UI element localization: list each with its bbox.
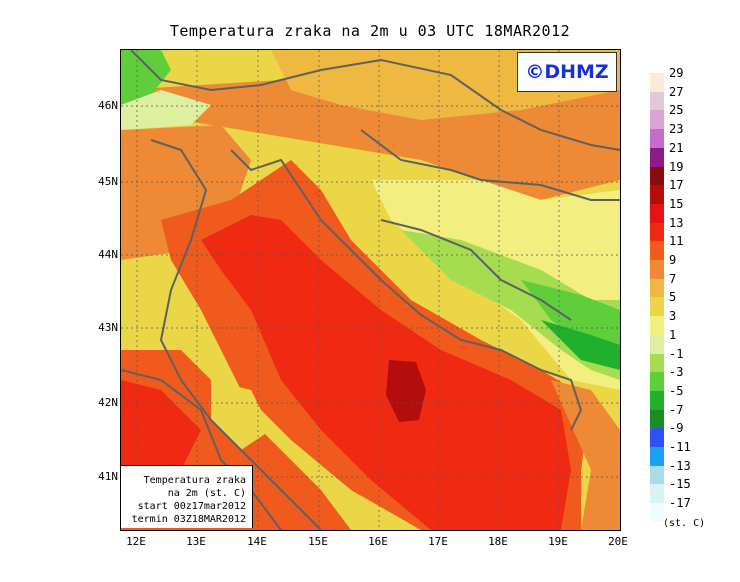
legend-swatch: [650, 110, 664, 130]
legend-swatch: [650, 297, 664, 317]
legend-swatch: [650, 372, 664, 392]
legend-label: 25: [669, 103, 684, 118]
temperature-map: [120, 49, 621, 531]
legend-swatch: [650, 147, 664, 167]
legend-label: 5: [669, 290, 677, 305]
legend-label: 15: [669, 196, 684, 211]
legend-swatch: [650, 353, 664, 373]
legend-swatch: [650, 129, 664, 149]
legend-label: 13: [669, 215, 684, 230]
legend-swatch: [650, 409, 664, 429]
legend-swatch: [650, 91, 664, 111]
field-tyrrhenian: [121, 380, 201, 470]
legend-label: 11: [669, 234, 684, 249]
lat-label-41n: 41N: [98, 470, 118, 483]
lon-label-12e: 12E: [126, 535, 146, 548]
legend-label: -9: [669, 421, 684, 436]
legend-unit: (st. C): [663, 518, 706, 529]
legend-label: -15: [669, 477, 691, 492]
graticule: [121, 50, 620, 530]
legend-swatch: [650, 334, 664, 354]
lon-label-15e: 15E: [308, 535, 328, 548]
legend-label: 19: [669, 159, 684, 174]
dhmz-watermark: ©DHMZ: [517, 52, 617, 92]
info-line-1: Temperatura zraka: [143, 475, 246, 486]
legend-label: -5: [669, 383, 684, 398]
legend-label: 29: [669, 66, 684, 80]
legend-label: 9: [669, 253, 677, 267]
legend-label: 21: [669, 140, 684, 155]
legend-swatch: [650, 503, 664, 523]
legend-swatch: [650, 428, 664, 448]
legend-swatch: [650, 390, 664, 410]
legend-label: -1: [669, 346, 684, 361]
lon-label-13e: 13E: [186, 535, 206, 548]
legend-swatch: [650, 484, 664, 504]
lat-label-43n: 43N: [98, 321, 118, 334]
lon-label-20e: 20E: [608, 535, 628, 548]
info-line-2: na 2m (st. C): [167, 488, 246, 499]
legend-swatch: [650, 260, 664, 279]
legend-label: -7: [669, 402, 684, 417]
field-mountain-darkgreen: [541, 320, 620, 370]
legend-label: 23: [669, 122, 684, 137]
lat-label-45n: 45N: [98, 175, 118, 188]
legend-swatch: [650, 203, 664, 223]
legend-swatch: [650, 278, 664, 298]
legend-swatch: [650, 73, 664, 92]
field-nw-green: [121, 50, 171, 105]
legend-label: -3: [669, 365, 684, 380]
legend-swatch: [650, 241, 664, 261]
lat-label-42n: 42N: [98, 396, 118, 409]
legend-label: 17: [669, 178, 684, 193]
map-title: Temperatura zraka na 2m u 03 UTC 18MAR20…: [169, 22, 571, 40]
lat-label-44n: 44N: [98, 248, 118, 261]
legend-label: 27: [669, 84, 684, 99]
info-line-4: termin 03Z18MAR2012: [131, 514, 246, 525]
lon-label-17e: 17E: [428, 535, 448, 548]
info-line-3: start 00z17mar2012: [137, 501, 246, 512]
temperature-field: [121, 50, 620, 530]
legend-label: 1: [669, 327, 677, 342]
field-apennine: [211, 380, 271, 450]
info-box: Temperatura zraka na 2m (st. C) start 00…: [121, 465, 253, 528]
lon-label-16e: 16E: [368, 535, 388, 548]
legend-swatch: [650, 465, 664, 485]
field-albania: [551, 380, 620, 530]
legend-swatch: [650, 166, 664, 186]
legend-swatch: [650, 316, 664, 336]
legend-label: -13: [669, 458, 691, 473]
legend-swatch: [650, 447, 664, 466]
lon-label-18e: 18E: [488, 535, 508, 548]
lon-label-14e: 14E: [247, 535, 267, 548]
legend-label: 3: [669, 309, 677, 324]
legend-label: -17: [669, 496, 691, 511]
lat-label-46n: 46N: [98, 99, 118, 112]
legend-swatch: [650, 185, 664, 205]
coastlines: [121, 50, 620, 530]
legend-swatch: [650, 222, 664, 242]
field-sea-red: [201, 215, 571, 530]
lon-label-19e: 19E: [548, 535, 568, 548]
legend-label: -11: [669, 440, 691, 454]
legend-label: 7: [669, 271, 677, 286]
field-nw-light: [121, 90, 211, 130]
field-sea-core: [386, 360, 426, 422]
